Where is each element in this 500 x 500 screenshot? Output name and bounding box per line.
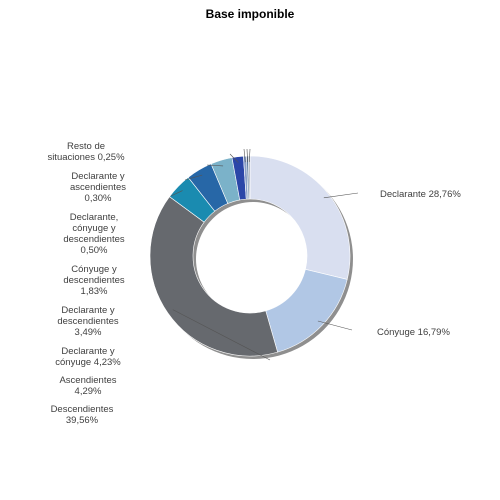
slice-9[interactable] [248, 155, 251, 200]
leader-line-6 [229, 153, 239, 163]
slice-label-1: Cónyuge 16,79% [377, 327, 450, 338]
slice-2[interactable] [149, 196, 278, 357]
slice-label-0: Declarante 28,76% [380, 189, 461, 200]
leader-line-3 [170, 190, 183, 197]
leader-line-8 [246, 148, 248, 163]
slice-label-7: Declarante, cónyuge y descendientes 0,50% [63, 212, 125, 256]
slice-labels: Declarante 28,76% Cónyuge 16,79% Descendie… [47, 141, 461, 426]
slice-label-4: Declarante y cónyuge 4,23% [55, 346, 121, 368]
leader-line-1 [317, 320, 353, 331]
slice-label-5: Declarante y descendientes 3,49% [57, 305, 119, 338]
slice-label-2: Descendientes 39,56% [51, 404, 114, 426]
donut-slices [149, 155, 351, 357]
leader-lines [170, 148, 359, 361]
leader-line-4 [184, 174, 203, 181]
slice-label-6: Cónyuge y descendientes 1,83% [63, 264, 125, 297]
leader-line-0 [323, 192, 359, 199]
slice-label-8: Declarante y ascendientes 0,30% [70, 171, 126, 204]
chart-title: Base imponible [205, 7, 295, 21]
slice-label-3: Ascendientes 4,29% [59, 375, 116, 397]
leader-line-9 [248, 148, 251, 163]
leader-line-5 [206, 164, 224, 167]
slice-label-9: Resto de situaciones 0,25% [47, 141, 125, 163]
leader-line-2 [172, 309, 271, 361]
leader-line-7 [243, 148, 246, 163]
slice-0[interactable] [249, 155, 351, 280]
